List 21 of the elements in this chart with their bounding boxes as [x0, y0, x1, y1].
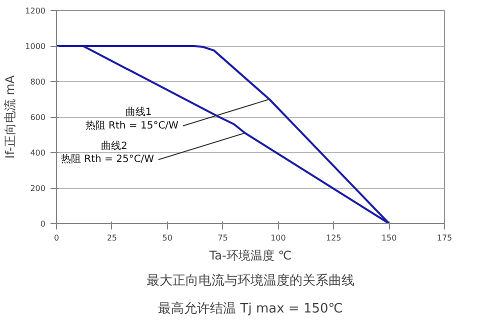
y-axis-title: If-正向电流 mA [3, 74, 18, 159]
text: 最高允许结温 Tj max = 150℃ [158, 300, 343, 316]
x-tick-label: 25 [106, 234, 118, 242]
x-tick-label: 50 [162, 234, 172, 242]
x-tick-label: 75 [218, 234, 228, 242]
y-tick-label: 800 [30, 78, 46, 86]
y-tick-label: 600 [30, 113, 46, 122]
y-tick-label: 1200 [25, 6, 46, 16]
x-tick-label: 150 [381, 234, 397, 242]
x-tick-label: 100 [270, 234, 286, 242]
annotation: 曲线1 热阻 Rth = 15°C/W [85, 106, 179, 132]
y-tick-label: 200 [30, 184, 46, 193]
text: 最大正向电流与环境温度的关系曲线 [146, 272, 354, 288]
x-axis-title: Ta-环境温度 ℃ [208, 248, 292, 262]
x-tick-label: 175 [436, 234, 452, 242]
x-tick-label: 125 [326, 234, 342, 242]
annotation: 曲线2 热阻 Rth = 25°C/W [60, 140, 154, 166]
y-tick-label: 1000 [25, 42, 46, 51]
x-tick-label: 0 [54, 234, 60, 242]
y-tick-label: 0 [40, 220, 46, 228]
y-tick-label: 400 [30, 148, 46, 158]
